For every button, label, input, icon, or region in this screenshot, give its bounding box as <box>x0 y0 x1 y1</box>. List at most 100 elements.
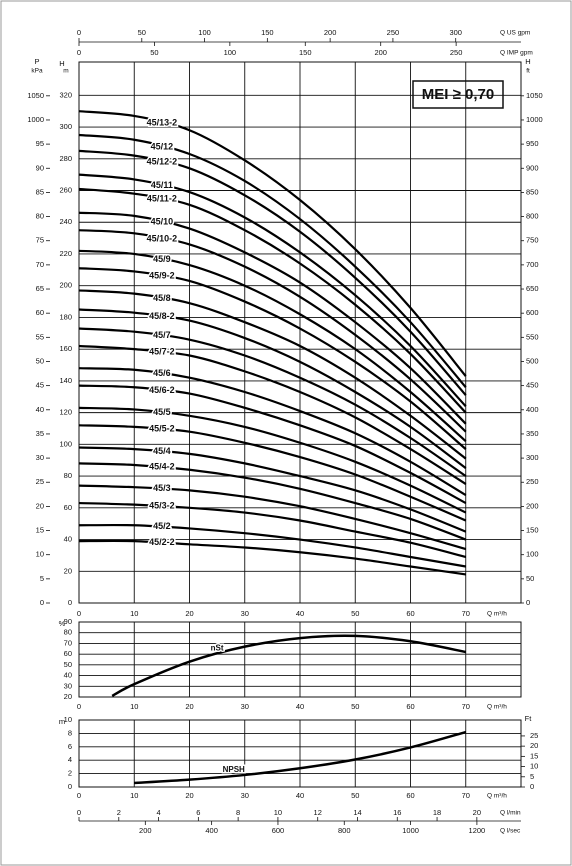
pump-curve <box>78 344 467 485</box>
series-label: nSt <box>211 643 224 652</box>
x-tick-label: 200 <box>374 48 387 57</box>
y-tick-label: 950 <box>526 139 539 148</box>
y-tick-label: 0 <box>40 598 44 607</box>
y-tick-label: 180 <box>59 312 72 321</box>
pump-curve <box>78 367 467 497</box>
y-tick-label: 300 <box>526 453 539 462</box>
axis-label: Q l/min <box>500 810 521 817</box>
y-tick-label: 30 <box>64 681 72 690</box>
y-tick-label: 100 <box>526 550 539 559</box>
y-tick-label: 65 <box>36 284 44 293</box>
y-tick-label: 15 <box>530 751 538 760</box>
y-axis-label: m <box>59 717 65 726</box>
series-label: NPSH <box>223 765 245 774</box>
y-tick-label: 30 <box>36 453 44 462</box>
series-label: 45/9-2 <box>149 271 175 281</box>
y-tick-label: 80 <box>36 212 44 221</box>
pump-curve <box>78 211 467 425</box>
mei-box <box>412 80 504 109</box>
pump-curve <box>78 406 467 514</box>
x-tick-label: 10 <box>130 609 138 618</box>
x-tick-label: 10 <box>130 702 138 711</box>
series-label: 45/9 <box>153 254 171 264</box>
series-label: 45/7 <box>153 330 171 340</box>
y-tick-label: 80 <box>64 471 72 480</box>
pump-curve <box>78 267 467 450</box>
series-label: 45/8-2 <box>149 311 175 321</box>
pump-curve <box>78 133 467 388</box>
axis-label: Q US gpm <box>500 30 530 37</box>
series-label: 45/11 <box>151 180 173 190</box>
pump-curve <box>78 484 467 551</box>
y-tick-label: 20 <box>64 566 72 575</box>
pump-curve <box>78 446 467 533</box>
y-tick-label: 10 <box>64 715 72 724</box>
x-tick-label: 30 <box>241 609 249 618</box>
pump-curve <box>78 308 467 470</box>
y-tick-label: 35 <box>36 429 44 438</box>
y-tick-label: 550 <box>526 332 539 341</box>
axis-label: Q l/sec <box>500 828 521 835</box>
pump-curve <box>78 424 467 522</box>
y-tick-label: 10 <box>530 762 538 771</box>
y-tick-label: 20 <box>64 692 72 701</box>
y-tick-label: 250 <box>526 477 539 486</box>
x-tick-label: 6 <box>196 808 200 817</box>
axis-unit: ft <box>526 68 530 75</box>
y-tick-label: 5 <box>40 574 44 583</box>
y-tick-label: 4 <box>68 755 72 764</box>
x-tick-label: 1200 <box>469 826 486 835</box>
y-tick-label: 60 <box>64 649 72 658</box>
x-tick-label: 200 <box>139 826 152 835</box>
series-label: 45/13-2 <box>147 117 178 127</box>
pump-curve <box>78 149 467 396</box>
y-tick-label: 90 <box>36 163 44 172</box>
y-tick-label: 150 <box>526 526 539 535</box>
x-tick-label: 20 <box>473 808 481 817</box>
y-tick-label: 55 <box>36 332 44 341</box>
y-tick-label: 1050 <box>27 91 44 100</box>
axis-unit: m <box>63 68 68 75</box>
x-tick-label: 20 <box>185 609 193 618</box>
y-tick-label: 40 <box>64 535 72 544</box>
y-tick-label: 220 <box>59 249 72 258</box>
x-tick-label: 8 <box>236 808 240 817</box>
y-tick-label: 25 <box>530 731 538 740</box>
pump-curve <box>78 173 467 408</box>
x-tick-label: 250 <box>387 28 400 37</box>
y-tick-label: 650 <box>526 284 539 293</box>
x-tick-label: 2 <box>117 808 121 817</box>
y-tick-label: 70 <box>36 260 44 269</box>
axis-label: Ft <box>525 714 533 723</box>
y-tick-label: 200 <box>59 281 72 290</box>
y-tick-label: 70 <box>64 638 72 647</box>
x-tick-label: 70 <box>462 609 470 618</box>
y-tick-label: 450 <box>526 381 539 390</box>
pump-curve <box>78 462 467 541</box>
pump-curve <box>78 110 467 377</box>
y-tick-label: 280 <box>59 154 72 163</box>
mei-label: MEI ≥ 0,70 <box>422 86 494 103</box>
x-tick-label: 150 <box>299 48 312 57</box>
x-tick-label: 0 <box>77 48 81 57</box>
x-tick-label: 4 <box>156 808 160 817</box>
x-tick-label: 70 <box>462 791 470 800</box>
y-axis-label: % <box>59 619 66 628</box>
y-tick-label: 40 <box>64 671 72 680</box>
x-tick-label: 0 <box>77 808 81 817</box>
y-tick-label: 850 <box>526 187 539 196</box>
y-tick-label: 80 <box>64 628 72 637</box>
y-tick-label: 15 <box>36 526 44 535</box>
y-tick-label: 260 <box>59 185 72 194</box>
x-tick-label: 50 <box>351 791 359 800</box>
x-tick-label: 100 <box>224 48 237 57</box>
series-label: 45/2-2 <box>149 537 175 547</box>
pump-curve <box>78 249 467 442</box>
y-tick-label: 320 <box>59 90 72 99</box>
y-tick-label: 2 <box>68 769 72 778</box>
x-tick-label: 10 <box>130 791 138 800</box>
x-tick-label: 300 <box>449 28 462 37</box>
